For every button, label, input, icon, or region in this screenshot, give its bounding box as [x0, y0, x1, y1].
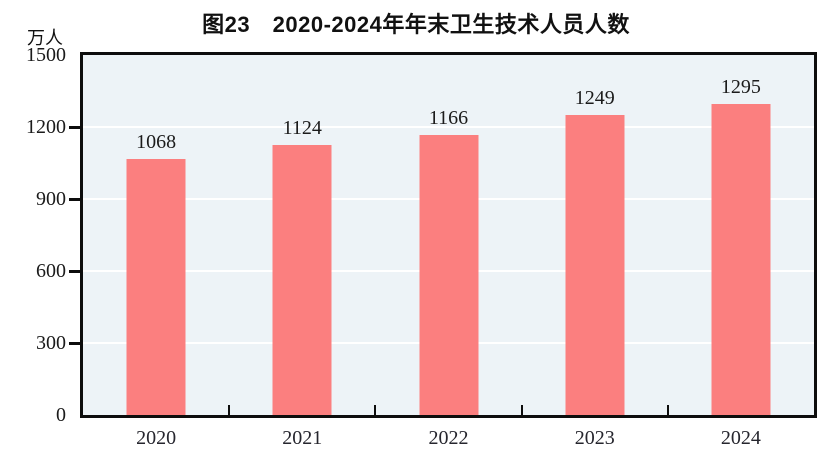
bars-container: 1068 1124 1166 1249 1295 — [83, 55, 814, 415]
chart-title: 图23 2020-2024年年末卫生技术人员人数 — [202, 12, 630, 37]
category-2022: 1166 — [375, 55, 521, 415]
x-axis-label-2023: 2023 — [574, 427, 615, 449]
y-axis-label-1200: 1200 — [26, 116, 66, 138]
x-axis-label-2020: 2020 — [136, 427, 177, 449]
category-2023: 1249 — [522, 55, 668, 415]
x-tick-boundary-3 — [520, 405, 523, 415]
y-axis-label-600: 600 — [36, 260, 66, 282]
bar-2023 — [565, 115, 625, 415]
y-tick-300 — [69, 341, 80, 345]
bar-value-label-2022: 1166 — [428, 107, 469, 130]
x-axis-label-2024: 2024 — [720, 427, 761, 449]
bar-2021 — [272, 145, 332, 415]
gridline-1200 — [83, 126, 814, 128]
plot-area: 1068 1124 1166 1249 1295 — [80, 52, 817, 418]
y-tick-900 — [69, 197, 80, 201]
category-2020: 1068 — [83, 55, 229, 415]
bar-2020 — [126, 158, 186, 415]
bar-value-label-2024: 1295 — [720, 76, 761, 99]
y-axis-label-0: 0 — [56, 404, 66, 426]
x-tick-boundary-4 — [666, 405, 669, 415]
x-tick-boundary-1 — [228, 405, 231, 415]
x-tick-boundary-2 — [374, 405, 377, 415]
y-axis-label-1500: 1500 — [26, 44, 66, 66]
category-2021: 1124 — [229, 55, 375, 415]
bar-value-label-2021: 1124 — [282, 117, 322, 140]
x-axis-label-2021: 2021 — [282, 427, 323, 449]
bar-2024 — [711, 104, 771, 415]
bar-value-label-2023: 1249 — [574, 87, 615, 110]
bar-value-label-2020: 1068 — [136, 130, 177, 153]
bar-2022 — [419, 135, 478, 415]
x-axis-label-2022: 2022 — [428, 427, 469, 449]
y-axis-label-900: 900 — [36, 188, 66, 210]
y-tick-600 — [69, 269, 80, 273]
category-2024: 1295 — [668, 55, 814, 415]
y-axis-label-300: 300 — [36, 332, 66, 354]
y-axis-unit-label: 万人 — [27, 28, 63, 48]
y-tick-1200 — [69, 125, 80, 129]
